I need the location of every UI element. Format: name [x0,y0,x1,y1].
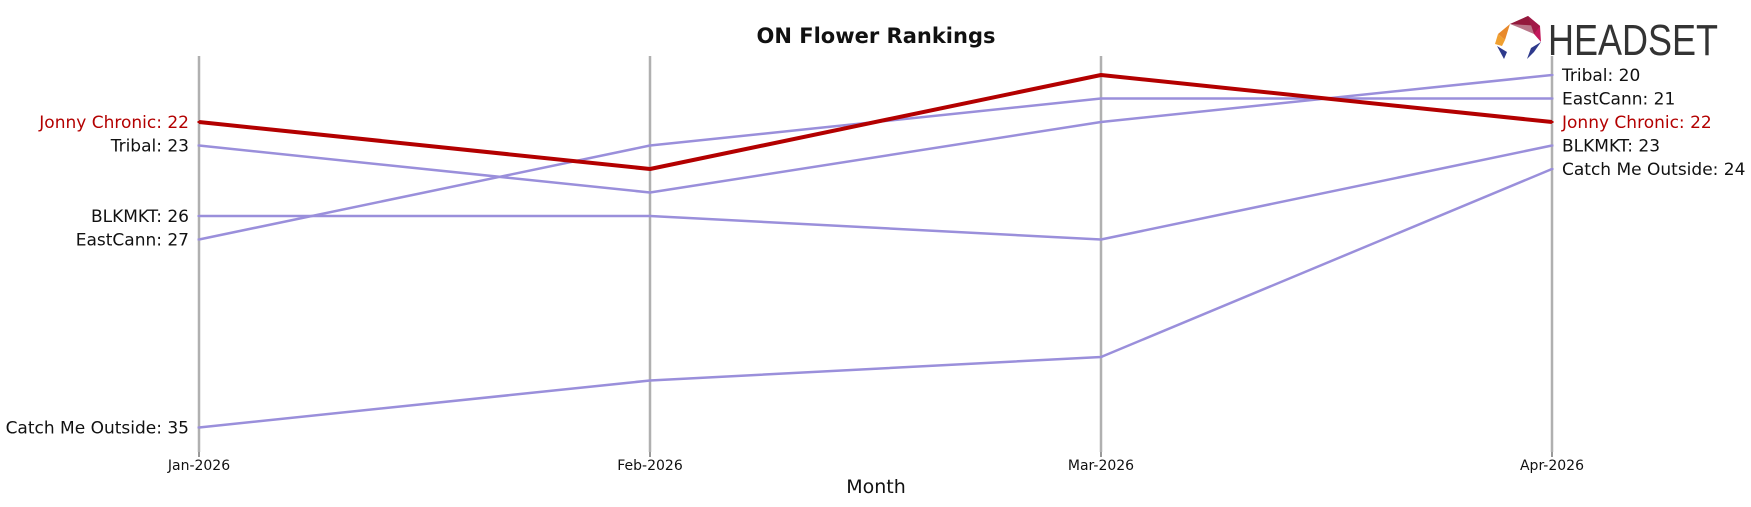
x-tick-label: Mar-2026 [1068,458,1134,474]
series-lines [197,73,1554,429]
series-labels: Jonny Chronic: 22 Jonny Chronic: 22 Tribal… [6,66,1746,439]
chart-title: ON Flower Rankings [757,24,996,48]
x-tick-label: Feb-2026 [617,458,683,474]
end-label: Catch Me Outside: 24 [1562,160,1745,180]
x-axis-title: Month [846,476,906,498]
start-label: Tribal: 23 [110,137,189,157]
logo-text: HEADSET [1548,16,1718,65]
start-label: EastCann: 27 [76,231,189,251]
end-label: Jonny Chronic: 22 [1561,113,1712,133]
end-label: Tribal: 20 [1561,66,1640,86]
series-line-blkmkt [199,144,1553,241]
series-line-jonny-chronic [198,73,1553,171]
start-label: BLKMKT: 26 [91,207,189,227]
x-tick-label: Jan-2026 [167,458,230,474]
series-line-eastcann [198,97,1552,241]
start-label: Jonny Chronic: 22 [38,113,189,133]
series-line-catch-me-outside [198,167,1553,429]
month-axis-lines [197,56,1554,457]
headset-hexagon-logo-icon [1495,16,1541,59]
end-label: BLKMKT: 23 [1562,137,1660,157]
headset-logo: HEADSET [1495,16,1718,65]
start-label: Catch Me Outside: 35 [6,419,189,439]
series-line-tribal [198,73,1553,194]
end-label: EastCann: 21 [1562,90,1675,110]
x-tick-label: Apr-2026 [1520,458,1584,474]
x-tick-labels: Jan-2026 Feb-2026 Mar-2026 Apr-2026 [167,458,1584,474]
